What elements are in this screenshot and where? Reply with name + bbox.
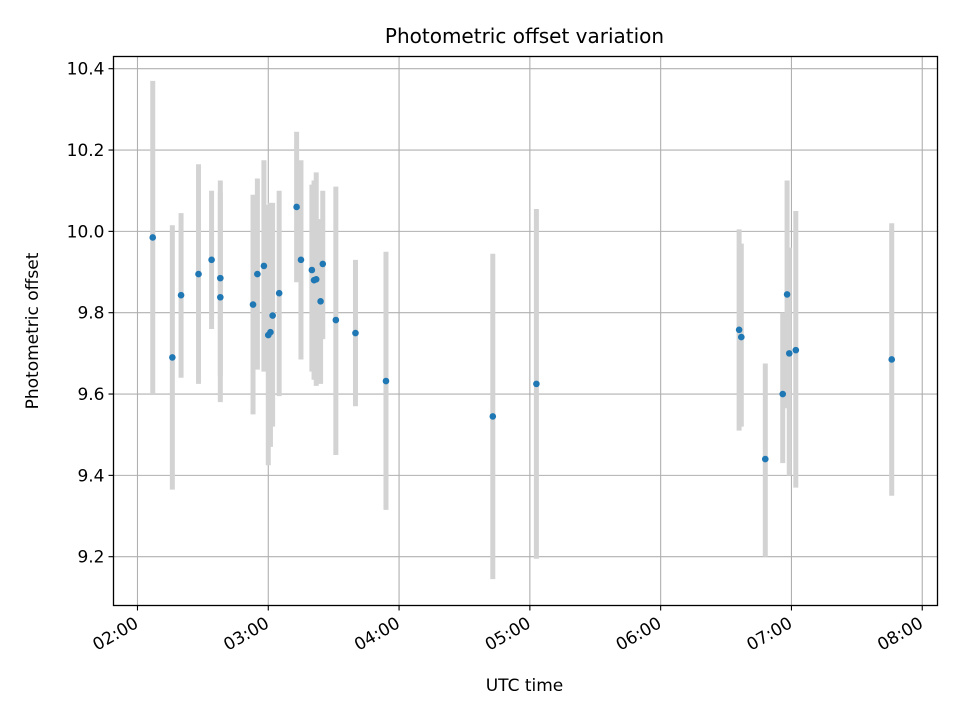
data-point	[254, 270, 261, 278]
data-point	[489, 413, 497, 420]
y-tick-label: 9.8	[77, 304, 104, 324]
y-tick-label: 9.2	[77, 548, 104, 568]
data-points	[149, 203, 896, 463]
data-point	[217, 293, 224, 301]
data-point	[293, 203, 300, 211]
data-point	[149, 234, 157, 241]
y-tick-label: 10.2	[67, 141, 105, 161]
y-axis-ticks: 9.2 9.4 9.6 9.8 10.0 10.2 10.4	[67, 60, 114, 568]
y-axis-label: Photometric offset	[23, 252, 43, 409]
data-point	[382, 377, 390, 385]
data-point	[783, 291, 791, 298]
data-point	[312, 276, 320, 283]
data-point	[779, 390, 787, 398]
data-point	[785, 350, 793, 357]
data-point	[792, 346, 800, 354]
data-point	[177, 291, 185, 299]
y-tick-label: 9.4	[77, 466, 104, 486]
chart-title: Photometric offset variation	[385, 24, 664, 48]
data-point	[267, 328, 274, 336]
data-point	[249, 301, 257, 308]
data-point	[888, 356, 896, 363]
data-point	[260, 262, 268, 270]
data-point	[195, 270, 202, 278]
data-point	[297, 256, 305, 264]
y-tick-label: 10.0	[67, 222, 105, 242]
x-axis-label: UTC time	[486, 676, 564, 696]
data-point	[319, 260, 327, 268]
data-point	[275, 289, 283, 297]
data-point	[308, 266, 316, 274]
data-point	[217, 274, 224, 282]
data-point	[208, 256, 215, 264]
data-point	[332, 316, 340, 324]
y-tick-label: 9.6	[77, 385, 104, 405]
data-point	[735, 326, 743, 334]
data-point	[738, 333, 745, 341]
data-point	[761, 455, 769, 463]
data-point	[533, 380, 540, 388]
plot-frame	[112, 55, 939, 607]
data-point	[352, 329, 359, 337]
data-point	[269, 312, 276, 319]
y-tick-label: 10.4	[67, 60, 105, 80]
data-point	[169, 354, 176, 361]
data-point	[317, 298, 324, 305]
